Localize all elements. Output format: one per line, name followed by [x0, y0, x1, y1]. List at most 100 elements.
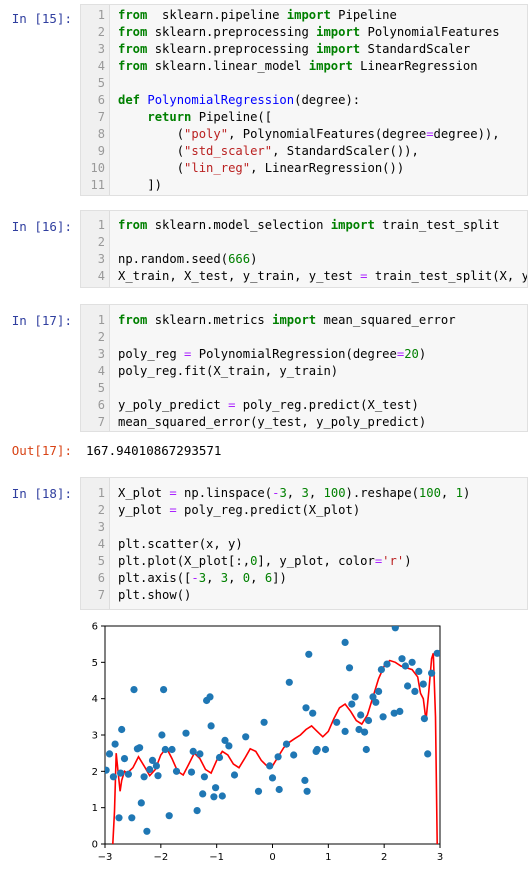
- code-line[interactable]: 1 from sklearn.model_selection import tra…: [81, 217, 527, 234]
- line-number-gutter: [81, 5, 110, 195]
- code-token: plt.scatter(x, y): [118, 537, 243, 551]
- code-line[interactable]: 6 y_poly_predict = poly_reg.predict(X_tes…: [81, 397, 527, 414]
- code-token: (: [118, 127, 185, 141]
- line-number-gutter: [81, 211, 110, 287]
- code-line[interactable]: 8 ("poly", PolynomialFeatures(degree=deg…: [81, 126, 527, 143]
- code-line[interactable]: 4 X_train, X_test, y_train, y_test = trai…: [81, 268, 527, 285]
- line-number: 3: [97, 42, 105, 56]
- output-value: 167.94010867293571: [86, 443, 222, 458]
- code-token: y_poly_predict: [118, 398, 229, 412]
- code-editor[interactable]: 1 from sklearn.metrics import mean_square…: [80, 304, 528, 432]
- code-line[interactable]: 1 X_plot = np.linspace(-3, 3, 100).reshap…: [81, 485, 527, 502]
- code-token: ,: [206, 571, 221, 585]
- scatter-point: [136, 744, 144, 752]
- code-cell-18[interactable]: In [18]: 1 X_plot = np.linspace(-3, 3, 10…: [0, 477, 528, 610]
- code-line[interactable]: 2 y_plot = poly_reg.predict(X_plot): [81, 502, 527, 519]
- code-line[interactable]: 2: [81, 234, 527, 251]
- code-line[interactable]: 2: [81, 329, 527, 346]
- code-token: PolynomialFeatures: [360, 25, 500, 39]
- code-line[interactable]: 10 ("lin_reg", LinearRegression()): [81, 160, 527, 177]
- code-text: np.random.seed(666): [118, 251, 257, 268]
- code-line[interactable]: 9 ("std_scaler", StandardScaler()),: [81, 143, 527, 160]
- code-token: import: [286, 8, 331, 22]
- code-cell-16[interactable]: In [16]: 1 from sklearn.model_selection i…: [0, 210, 528, 288]
- code-line[interactable]: 5: [81, 75, 527, 92]
- scatter-point: [210, 793, 218, 801]
- scatter-plot: −3 −2 −1 0 1 2 3 0 1 2 3 4 5 6: [92, 622, 444, 864]
- scatter-point: [109, 773, 117, 781]
- scatter-point: [433, 649, 440, 657]
- code-token: degree)),: [433, 127, 500, 141]
- scatter-point: [333, 718, 341, 726]
- code-editor[interactable]: 1 from sklearn.pipeline import Pipeline 2 f…: [80, 4, 528, 196]
- code-token: -: [272, 486, 280, 500]
- code-cell-17[interactable]: In [17]: 1 from sklearn.metrics import me…: [0, 304, 528, 432]
- scatter-point: [105, 750, 114, 758]
- code-token: , PolynomialFeatures(degree: [228, 127, 427, 141]
- code-line[interactable]: 3 np.random.seed(666): [81, 251, 527, 268]
- code-line[interactable]: 11 ]): [81, 177, 527, 194]
- code-cell-15[interactable]: In [15]: 1 from sklearn.pipeline import P…: [0, 4, 528, 196]
- scatter-point: [348, 700, 356, 708]
- scatter-point: [111, 740, 119, 748]
- code-line[interactable]: 3 poly_reg = PolynomialRegression(degree=…: [81, 346, 527, 363]
- code-line[interactable]: 6 plt.axis([-3, 3, 0, 6]): [81, 570, 527, 587]
- code-token: =: [169, 486, 177, 500]
- code-line[interactable]: 7 plt.show(): [81, 587, 527, 604]
- scatter-point: [419, 680, 427, 688]
- code-line[interactable]: 4 poly_reg.fit(X_train, y_train): [81, 363, 527, 380]
- code-editor[interactable]: 1 X_plot = np.linspace(-3, 3, 100).reshap…: [80, 477, 528, 610]
- scatter-point: [154, 772, 162, 780]
- x-tick-label: 3: [437, 852, 443, 863]
- code-line[interactable]: 7 return Pipeline([: [81, 109, 527, 126]
- line-number: 4: [97, 537, 105, 551]
- scatter-point: [377, 666, 385, 674]
- code-line[interactable]: 7 mean_squared_error(y_test, y_poly_predi…: [81, 414, 527, 431]
- code-line[interactable]: 5: [81, 380, 527, 397]
- code-token: =: [184, 347, 192, 361]
- scatter-point: [105, 766, 110, 774]
- code-token: , LinearRegression()): [250, 161, 405, 175]
- code-token: 3: [301, 486, 309, 500]
- code-line[interactable]: 6 def PolynomialRegression(degree):: [81, 92, 527, 109]
- scatter-point: [146, 765, 154, 774]
- code-text: from sklearn.preprocessing import Standa…: [118, 41, 470, 58]
- code-token: X_plot: [118, 486, 170, 500]
- code-token: 1: [455, 486, 463, 500]
- code-token: train_test_split: [374, 218, 500, 232]
- scatter-point: [215, 753, 224, 762]
- scatter-point: [321, 745, 330, 754]
- scatter-point: [305, 650, 313, 658]
- code-line[interactable]: 4 plt.scatter(x, y): [81, 536, 527, 553]
- code-text: return Pipeline([: [118, 109, 272, 126]
- code-text: poly_reg = PolynomialRegression(degree=2…: [118, 346, 426, 363]
- code-line[interactable]: 1 from sklearn.metrics import mean_square…: [81, 312, 527, 329]
- code-line[interactable]: 4 from sklearn.linear_model import Linear…: [81, 58, 527, 75]
- line-number: 5: [97, 381, 105, 395]
- code-token: poly_reg.predict(X_plot): [176, 503, 361, 517]
- prediction-line: [112, 653, 438, 844]
- y-tick-label: 1: [92, 803, 98, 814]
- scatter-point: [187, 768, 196, 776]
- scatter-point: [362, 745, 370, 754]
- scatter-point: [345, 664, 354, 672]
- scatter-point: [372, 698, 380, 706]
- code-token: 3: [279, 486, 287, 500]
- input-prompt: In [17]:: [11, 313, 72, 328]
- code-line[interactable]: 3 from sklearn.preprocessing import Stand…: [81, 41, 527, 58]
- y-tick-label: 6: [92, 622, 98, 633]
- scatter-point: [168, 745, 176, 754]
- code-editor[interactable]: 1 from sklearn.model_selection import tra…: [80, 210, 528, 288]
- scatter-point: [275, 785, 283, 794]
- code-token: plt.plot(X_plot[:,: [118, 554, 251, 568]
- code-line[interactable]: 2 from sklearn.preprocessing import Polyn…: [81, 24, 527, 41]
- code-token: ,: [250, 571, 265, 585]
- line-number: 8: [97, 127, 105, 141]
- scatter-point: [341, 727, 349, 735]
- code-line[interactable]: 3: [81, 519, 527, 536]
- code-line[interactable]: 5 plt.plot(X_plot[:,0], y_plot, color='r'…: [81, 553, 527, 570]
- code-line[interactable]: 1 from sklearn.pipeline import Pipeline: [81, 7, 527, 24]
- line-number: 7: [97, 588, 105, 602]
- code-text: X_plot = np.linspace(-3, 3, 100).reshape…: [118, 485, 470, 502]
- scatter-point: [200, 773, 208, 781]
